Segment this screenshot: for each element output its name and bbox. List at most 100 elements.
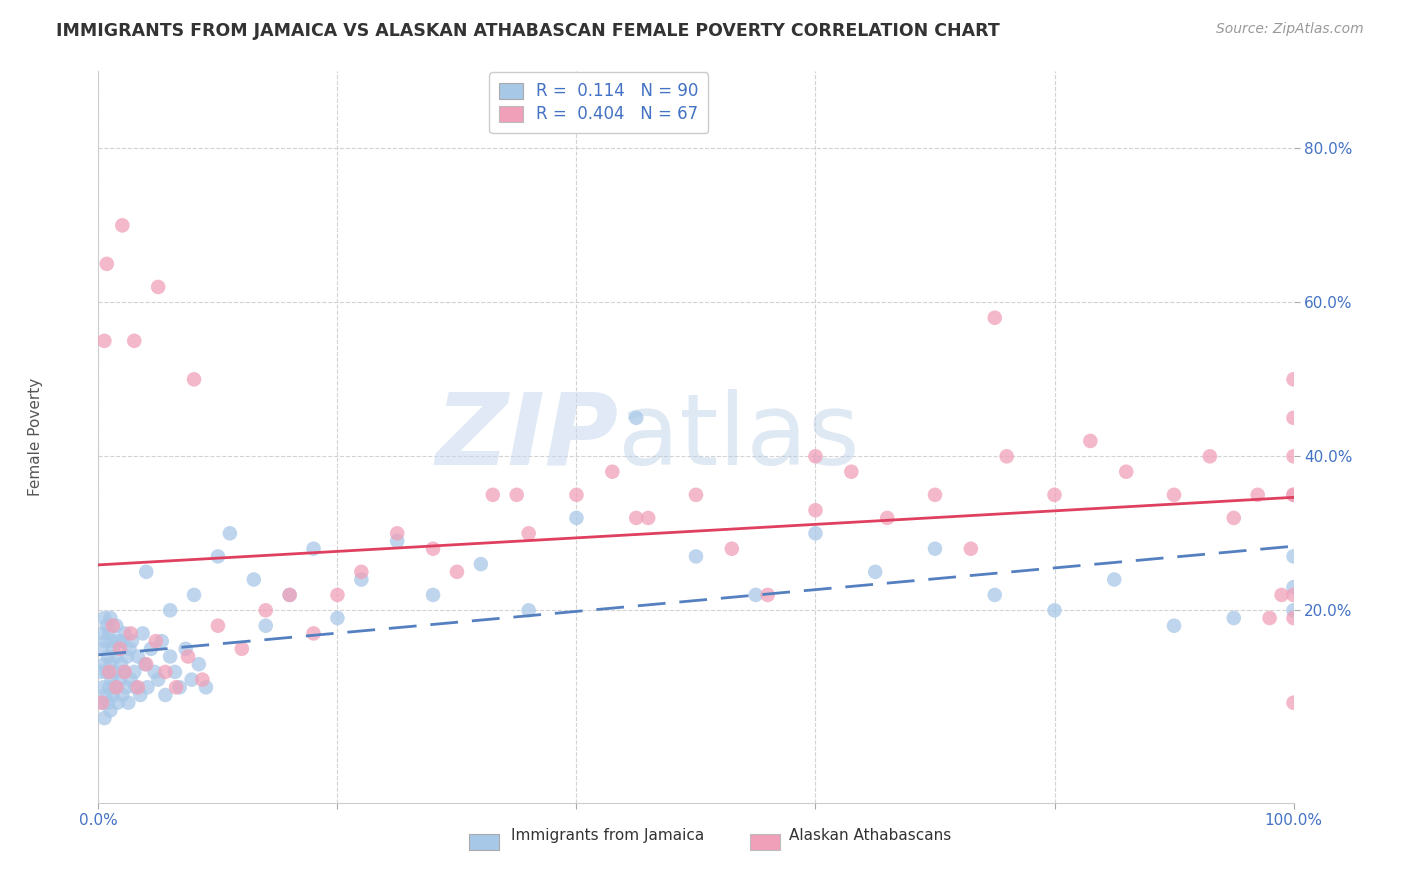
Point xyxy=(1223,611,1246,625)
Point xyxy=(98,657,122,672)
Point xyxy=(169,681,191,695)
Point xyxy=(104,681,127,695)
Point xyxy=(1282,450,1305,464)
Point xyxy=(150,634,173,648)
Point xyxy=(876,511,898,525)
Point xyxy=(243,573,266,587)
Point xyxy=(470,557,492,571)
Point xyxy=(124,665,146,679)
Point xyxy=(446,565,468,579)
Point xyxy=(1271,588,1294,602)
Point xyxy=(91,626,114,640)
Legend: R =  0.114   N = 90, R =  0.404   N = 67: R = 0.114 N = 90, R = 0.404 N = 67 xyxy=(489,72,709,134)
Point xyxy=(98,626,121,640)
Point xyxy=(98,703,122,717)
Point xyxy=(148,280,170,294)
Point xyxy=(91,681,114,695)
Point xyxy=(93,711,115,725)
Point xyxy=(721,541,744,556)
Point xyxy=(183,588,205,602)
Point xyxy=(278,588,301,602)
Point xyxy=(924,541,946,556)
Point xyxy=(135,565,157,579)
Point xyxy=(219,526,242,541)
Point xyxy=(127,681,149,695)
Point xyxy=(110,657,132,672)
Point xyxy=(1282,488,1305,502)
Text: IMMIGRANTS FROM JAMAICA VS ALASKAN ATHABASCAN FEMALE POVERTY CORRELATION CHART: IMMIGRANTS FROM JAMAICA VS ALASKAN ATHAB… xyxy=(56,22,1000,40)
Point xyxy=(117,696,139,710)
Point xyxy=(96,665,118,679)
Point xyxy=(517,603,540,617)
Point xyxy=(174,641,197,656)
Point xyxy=(111,688,134,702)
Point xyxy=(1104,573,1126,587)
Point xyxy=(100,634,122,648)
Point xyxy=(1043,488,1066,502)
Point xyxy=(112,665,135,679)
Point xyxy=(984,588,1007,602)
Point xyxy=(1247,488,1270,502)
Point xyxy=(180,673,202,687)
Point xyxy=(1163,488,1185,502)
Point xyxy=(91,696,114,710)
Point xyxy=(626,410,648,425)
Point xyxy=(756,588,779,602)
Point xyxy=(96,257,118,271)
Point xyxy=(120,673,142,687)
Point xyxy=(124,334,146,348)
Point xyxy=(127,649,149,664)
Point xyxy=(350,573,373,587)
Point xyxy=(107,634,129,648)
Point xyxy=(1282,488,1305,502)
Point xyxy=(804,503,827,517)
Point xyxy=(124,681,146,695)
Point xyxy=(94,688,117,702)
Point xyxy=(326,611,349,625)
Text: Alaskan Athabascans: Alaskan Athabascans xyxy=(789,828,952,843)
Point xyxy=(136,681,159,695)
Point xyxy=(177,649,200,664)
Point xyxy=(101,688,124,702)
Point xyxy=(143,665,166,679)
FancyBboxPatch shape xyxy=(470,834,499,850)
Text: atlas: atlas xyxy=(619,389,860,485)
Point xyxy=(1282,580,1305,594)
Point xyxy=(984,310,1007,325)
Point xyxy=(626,511,648,525)
Point xyxy=(108,673,131,687)
Point xyxy=(326,588,349,602)
Point xyxy=(163,665,186,679)
Point xyxy=(135,657,157,672)
Point xyxy=(1282,696,1305,710)
Point xyxy=(94,634,117,648)
Point xyxy=(1258,611,1281,625)
Point xyxy=(105,681,128,695)
Point xyxy=(995,450,1018,464)
Point xyxy=(145,634,167,648)
Point xyxy=(602,465,624,479)
Point xyxy=(165,681,187,695)
Point xyxy=(159,603,181,617)
Point xyxy=(108,641,131,656)
Point xyxy=(506,488,529,502)
Point xyxy=(841,465,863,479)
Point xyxy=(565,511,588,525)
Point xyxy=(804,450,827,464)
Point xyxy=(120,626,142,640)
Point xyxy=(865,565,887,579)
Point xyxy=(105,649,128,664)
Point xyxy=(100,673,122,687)
Point xyxy=(685,488,707,502)
Point xyxy=(481,488,505,502)
Point xyxy=(114,626,136,640)
Point xyxy=(93,334,115,348)
Point xyxy=(115,681,138,695)
Point xyxy=(1282,611,1305,625)
Point xyxy=(111,219,134,233)
Point xyxy=(195,681,218,695)
Point xyxy=(960,541,983,556)
Point xyxy=(350,565,373,579)
Point xyxy=(118,641,141,656)
Point xyxy=(187,657,209,672)
